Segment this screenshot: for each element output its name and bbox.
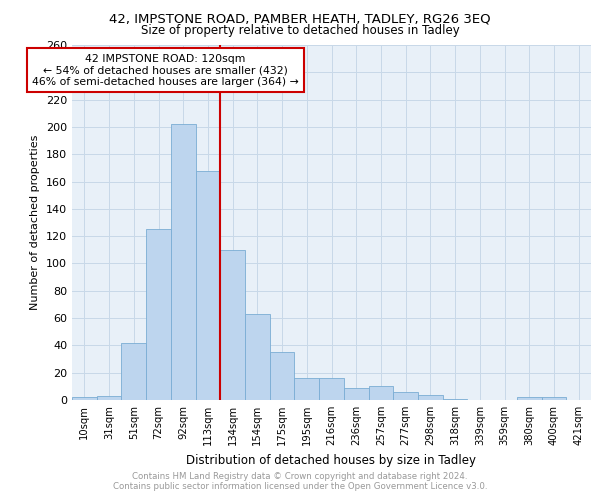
Text: 42, IMPSTONE ROAD, PAMBER HEATH, TADLEY, RG26 3EQ: 42, IMPSTONE ROAD, PAMBER HEATH, TADLEY,… [109,12,491,26]
Bar [319,378,344,400]
X-axis label: Distribution of detached houses by size in Tadley: Distribution of detached houses by size … [187,454,476,466]
Bar [196,170,220,400]
Bar [368,386,393,400]
Bar [393,392,418,400]
Bar [443,398,467,400]
Bar [270,352,295,400]
Text: Size of property relative to detached houses in Tadley: Size of property relative to detached ho… [140,24,460,37]
Bar [245,314,270,400]
Bar [121,342,146,400]
Bar [72,398,97,400]
Bar [344,388,368,400]
Bar [146,230,171,400]
Bar [542,398,566,400]
Bar [418,394,443,400]
Bar [295,378,319,400]
Bar [171,124,196,400]
Y-axis label: Number of detached properties: Number of detached properties [31,135,40,310]
Bar [517,398,542,400]
Text: 42 IMPSTONE ROAD: 120sqm
← 54% of detached houses are smaller (432)
46% of semi-: 42 IMPSTONE ROAD: 120sqm ← 54% of detach… [32,54,299,87]
Text: Contains HM Land Registry data © Crown copyright and database right 2024.
Contai: Contains HM Land Registry data © Crown c… [113,472,487,491]
Bar [97,396,121,400]
Bar [220,250,245,400]
